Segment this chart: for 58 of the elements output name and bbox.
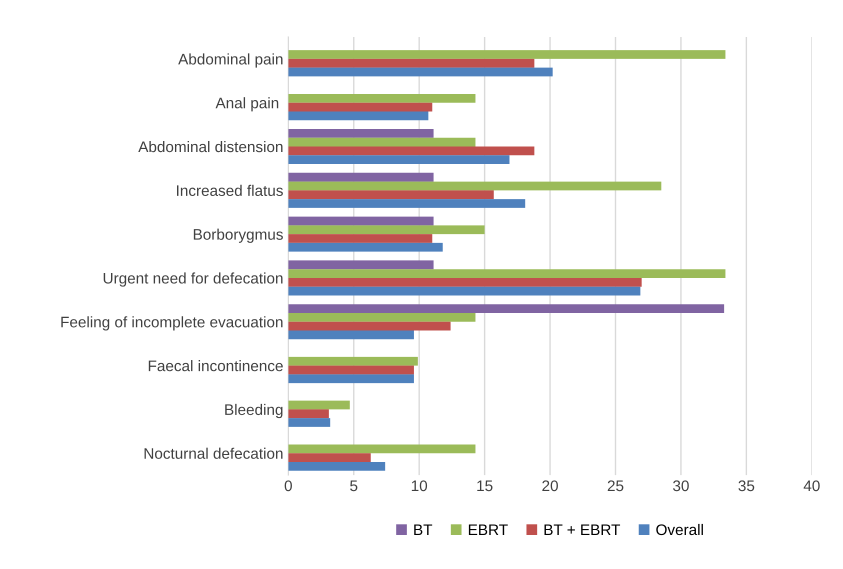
y-tick-label: Faecal incontinence — [148, 360, 283, 372]
bar — [288, 234, 432, 243]
bar — [288, 190, 494, 200]
bar — [288, 286, 640, 296]
x-tick-label: 30 — [673, 480, 689, 492]
legend-label: BT + EBRT — [544, 524, 620, 535]
bar — [288, 128, 434, 138]
legend-label: Overall — [656, 524, 703, 536]
bar — [288, 172, 434, 182]
x-tick-label: 0 — [284, 480, 292, 492]
legend-label: EBRT — [468, 524, 508, 535]
x-tick-label: 35 — [738, 480, 754, 492]
y-tick-label: Abdominal pain — [178, 53, 282, 68]
y-tick-label: Urgent need for defecation — [104, 272, 282, 287]
y-tick-label: Feeling of incomplete evacuation — [61, 316, 282, 330]
bar — [288, 366, 414, 374]
bar — [288, 313, 476, 322]
bar — [288, 199, 526, 208]
bar — [288, 260, 434, 270]
bar — [288, 453, 371, 462]
bar — [288, 409, 329, 418]
bar — [288, 330, 414, 340]
bar — [288, 418, 330, 427]
bar — [288, 68, 553, 76]
bar — [288, 225, 485, 234]
y-tick-label: Anal pain — [216, 97, 278, 112]
bar — [288, 269, 726, 278]
bar — [288, 155, 510, 164]
bar — [288, 216, 434, 226]
x-tick-label: 15 — [477, 480, 492, 492]
y-tick-label: Bleeding — [225, 404, 282, 418]
bar — [288, 50, 726, 59]
x-tick-label: 25 — [608, 480, 624, 492]
x-tick-label: 10 — [412, 480, 428, 492]
bar — [288, 444, 476, 454]
bar — [288, 304, 724, 314]
bar — [288, 322, 451, 331]
bar — [288, 94, 476, 103]
x-tick-label: 5 — [350, 480, 358, 492]
bar — [288, 356, 418, 366]
bar — [288, 138, 476, 147]
y-tick-label: Increased flatus — [177, 184, 283, 196]
bar — [288, 58, 534, 68]
bar — [288, 182, 662, 190]
y-tick-label: Abdominal distension — [138, 140, 282, 152]
legend-label: BT — [414, 524, 432, 535]
bar — [288, 102, 432, 112]
bar — [288, 111, 428, 120]
bar — [288, 400, 350, 410]
bar — [288, 278, 642, 287]
bar — [288, 146, 534, 156]
bar — [288, 374, 414, 384]
bar — [288, 462, 386, 471]
bar — [288, 242, 443, 252]
y-tick-label: Borborygmus — [194, 228, 283, 243]
x-tick-label: 40 — [804, 480, 820, 492]
y-tick-label: Nocturnal defecation — [144, 448, 282, 459]
x-tick-label: 20 — [542, 480, 558, 492]
